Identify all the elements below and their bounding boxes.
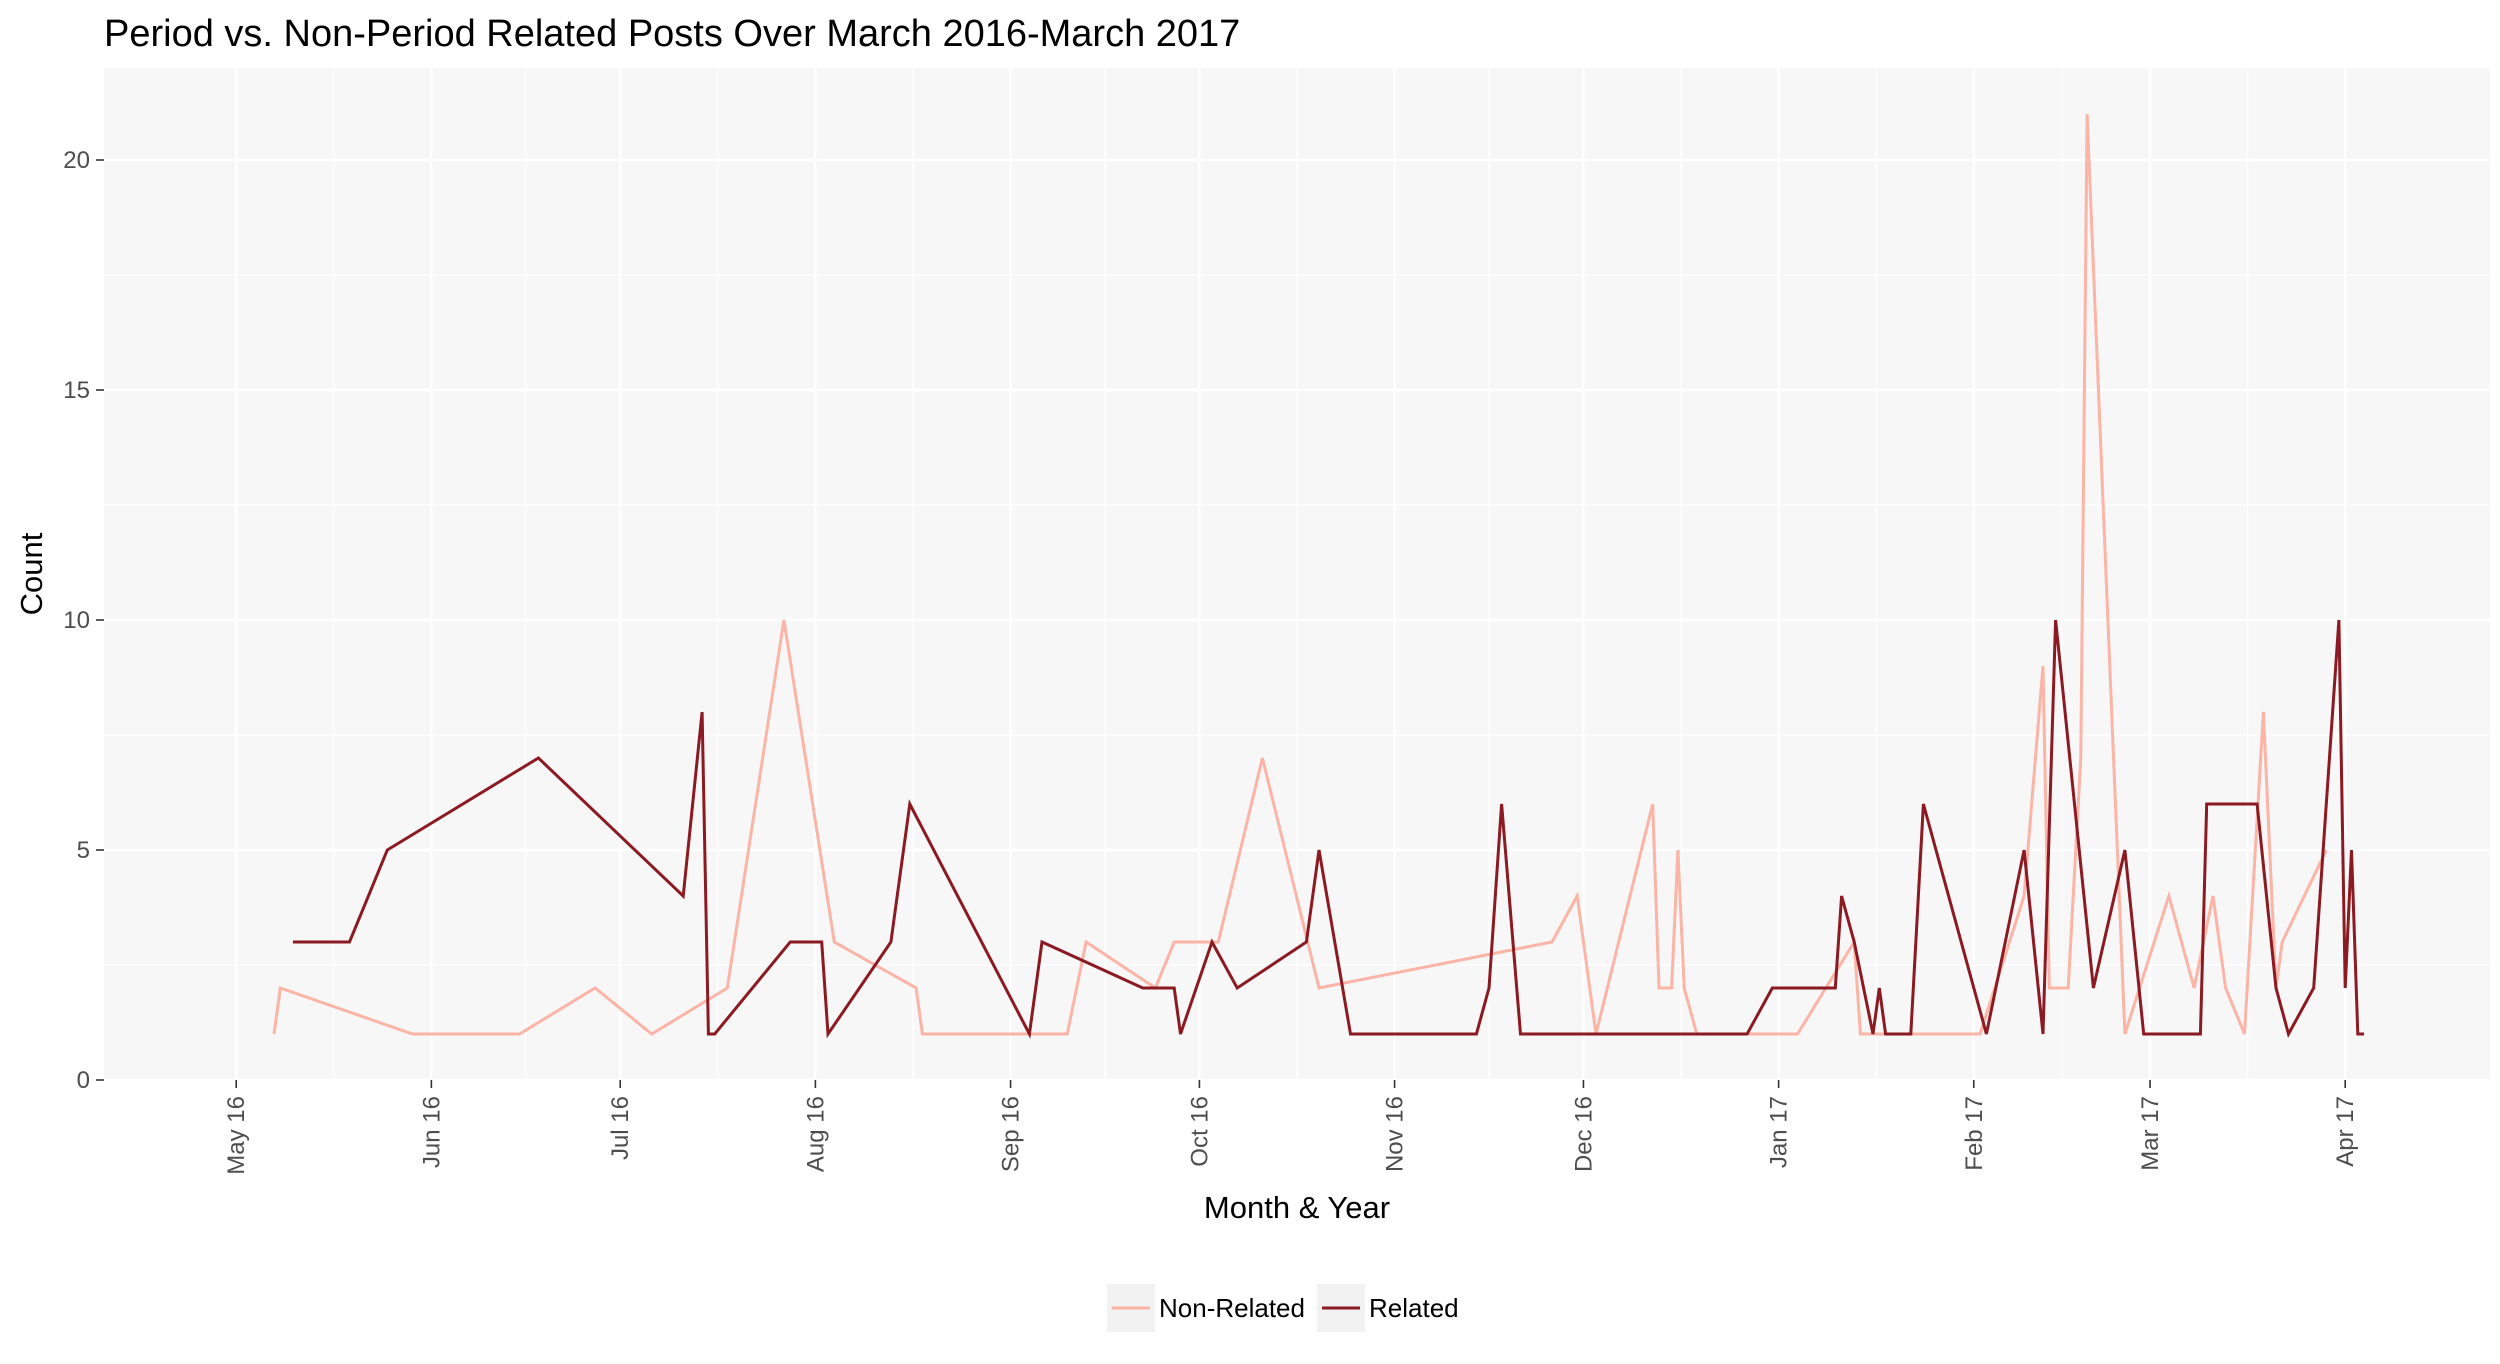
x-tick-label: Jun 16 — [418, 1096, 445, 1168]
y-tick-label: 20 — [63, 147, 90, 174]
legend-label-non-related: Non-Related — [1159, 1293, 1305, 1323]
y-tick-label: 15 — [63, 377, 90, 404]
series-lines — [272, 113, 2365, 1039]
x-tick-label: Oct 16 — [1186, 1096, 1213, 1167]
x-tick-label: Aug 16 — [802, 1096, 829, 1172]
legend: Non-Related Related — [1107, 1284, 1459, 1332]
x-tick-label: Jan 17 — [1766, 1096, 1793, 1168]
x-tick-label: Dec 16 — [1570, 1096, 1597, 1172]
series-line-related — [292, 619, 2365, 1039]
y-tick-label: 0 — [77, 1067, 90, 1094]
series-line-non-related — [272, 113, 2328, 1036]
x-tick-label: Nov 16 — [1382, 1096, 1409, 1172]
x-tick-label: May 16 — [223, 1096, 250, 1175]
chart-title: Period vs. Non-Period Related Posts Over… — [104, 13, 1240, 55]
y-tick-label: 10 — [63, 607, 90, 634]
legend-label-related: Related — [1369, 1293, 1459, 1323]
x-tick-label: Jul 16 — [607, 1096, 634, 1160]
y-axis-title: Count — [14, 532, 49, 615]
axes: 0 5 10 15 20 May 16 Jun 16 Jul 16 Aug 16 Sep 16 Oc… — [63, 147, 2359, 1175]
x-tick-label: Apr 17 — [2332, 1096, 2359, 1167]
grid-lines — [104, 68, 2490, 1082]
x-axis-title: Month & Year — [1204, 1190, 1390, 1225]
x-tick-label: Mar 17 — [2137, 1096, 2164, 1171]
y-tick-label: 5 — [77, 837, 90, 864]
x-tick-label: Sep 16 — [998, 1096, 1025, 1172]
x-tick-label: Feb 17 — [1961, 1096, 1988, 1171]
